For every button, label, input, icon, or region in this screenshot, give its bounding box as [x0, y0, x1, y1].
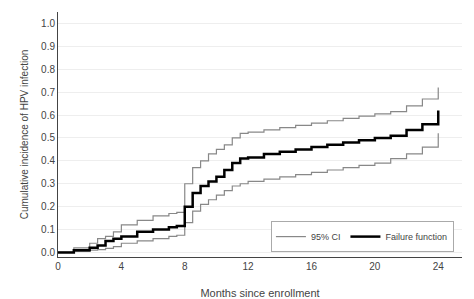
svg-text:1.0: 1.0: [41, 18, 55, 29]
svg-text:0.4: 0.4: [41, 155, 55, 166]
svg-text:0.3: 0.3: [41, 178, 55, 189]
svg-text:20: 20: [369, 261, 381, 272]
svg-text:16: 16: [306, 261, 318, 272]
svg-text:0.6: 0.6: [41, 110, 55, 121]
svg-text:0.1: 0.1: [41, 224, 55, 235]
svg-text:Cumulative incidence of HPV in: Cumulative incidence of HPV infection: [19, 50, 30, 220]
svg-text:0: 0: [55, 261, 61, 272]
svg-text:0.5: 0.5: [41, 132, 55, 143]
svg-text:12: 12: [243, 261, 255, 272]
svg-text:95% CI: 95% CI: [311, 232, 341, 242]
svg-text:0.2: 0.2: [41, 201, 55, 212]
svg-text:24: 24: [433, 261, 445, 272]
svg-text:Months since enrollment: Months since enrollment: [200, 287, 319, 299]
svg-text:0.8: 0.8: [41, 64, 55, 75]
svg-text:0.7: 0.7: [41, 87, 55, 98]
svg-text:4: 4: [119, 261, 125, 272]
svg-text:8: 8: [182, 261, 188, 272]
svg-text:0.0: 0.0: [41, 247, 55, 258]
svg-text:0.9: 0.9: [41, 41, 55, 52]
svg-text:Failure function: Failure function: [385, 232, 447, 242]
